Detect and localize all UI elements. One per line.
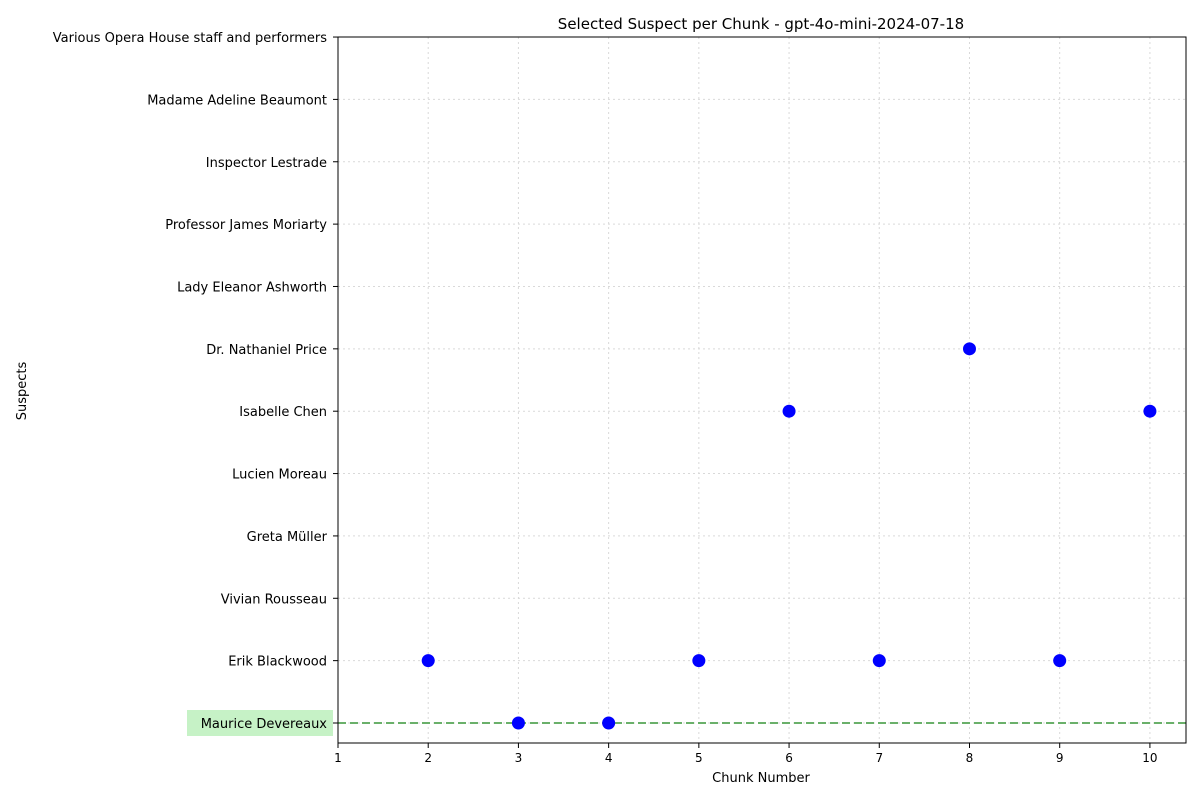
data-point [1053, 654, 1067, 668]
x-tick-label: 8 [966, 751, 974, 765]
y-axis-label: Suspects [15, 362, 30, 421]
y-tick-label: Professor James Moriarty [165, 218, 327, 233]
y-tick-label: Inspector Lestrade [206, 156, 327, 171]
y-tick-label: Madame Adeline Beaumont [147, 93, 327, 108]
y-axis-ticks: Maurice Devereaux Erik Blackwood Vivian Ro… [53, 31, 338, 736]
y-tick-label: Greta Müller [247, 530, 328, 545]
x-tick-label: 10 [1142, 751, 1157, 765]
data-point [782, 404, 796, 418]
data-points [421, 342, 1157, 730]
x-axis-label: Chunk Number [712, 771, 810, 786]
x-tick-label: 6 [785, 751, 793, 765]
x-tick-label: 3 [515, 751, 523, 765]
data-point [872, 654, 886, 668]
y-tick-label: Maurice Devereaux [201, 717, 328, 732]
y-tick-label: Dr. Nathaniel Price [206, 343, 327, 358]
y-tick-label: Vivian Rousseau [221, 592, 327, 607]
y-tick-label: Various Opera House staff and performers [53, 31, 327, 46]
x-tick-label: 1 [334, 751, 342, 765]
plot-frame [337, 36, 1187, 744]
x-tick-label: 7 [875, 751, 883, 765]
x-tick-label: 5 [695, 751, 703, 765]
grid-lines [337, 36, 1186, 743]
data-point [421, 654, 435, 668]
x-tick-label: 9 [1056, 751, 1064, 765]
x-tick-label: 4 [605, 751, 613, 765]
x-tick-label: 2 [424, 751, 432, 765]
y-tick-label: Erik Blackwood [228, 655, 327, 670]
y-tick-label: Isabelle Chen [239, 405, 327, 420]
x-axis-ticks: 1 2 3 4 5 6 7 8 9 10 [334, 743, 1158, 765]
data-point [602, 716, 616, 730]
y-tick-label: Lady Eleanor Ashworth [177, 280, 327, 295]
chart-title: Selected Suspect per Chunk - gpt-4o-mini… [558, 15, 964, 33]
highlighted-label-background [187, 710, 333, 736]
data-point [962, 342, 976, 356]
data-point [1143, 404, 1157, 418]
data-point [511, 716, 525, 730]
y-tick-label: Lucien Moreau [232, 468, 327, 483]
data-point [692, 654, 706, 668]
